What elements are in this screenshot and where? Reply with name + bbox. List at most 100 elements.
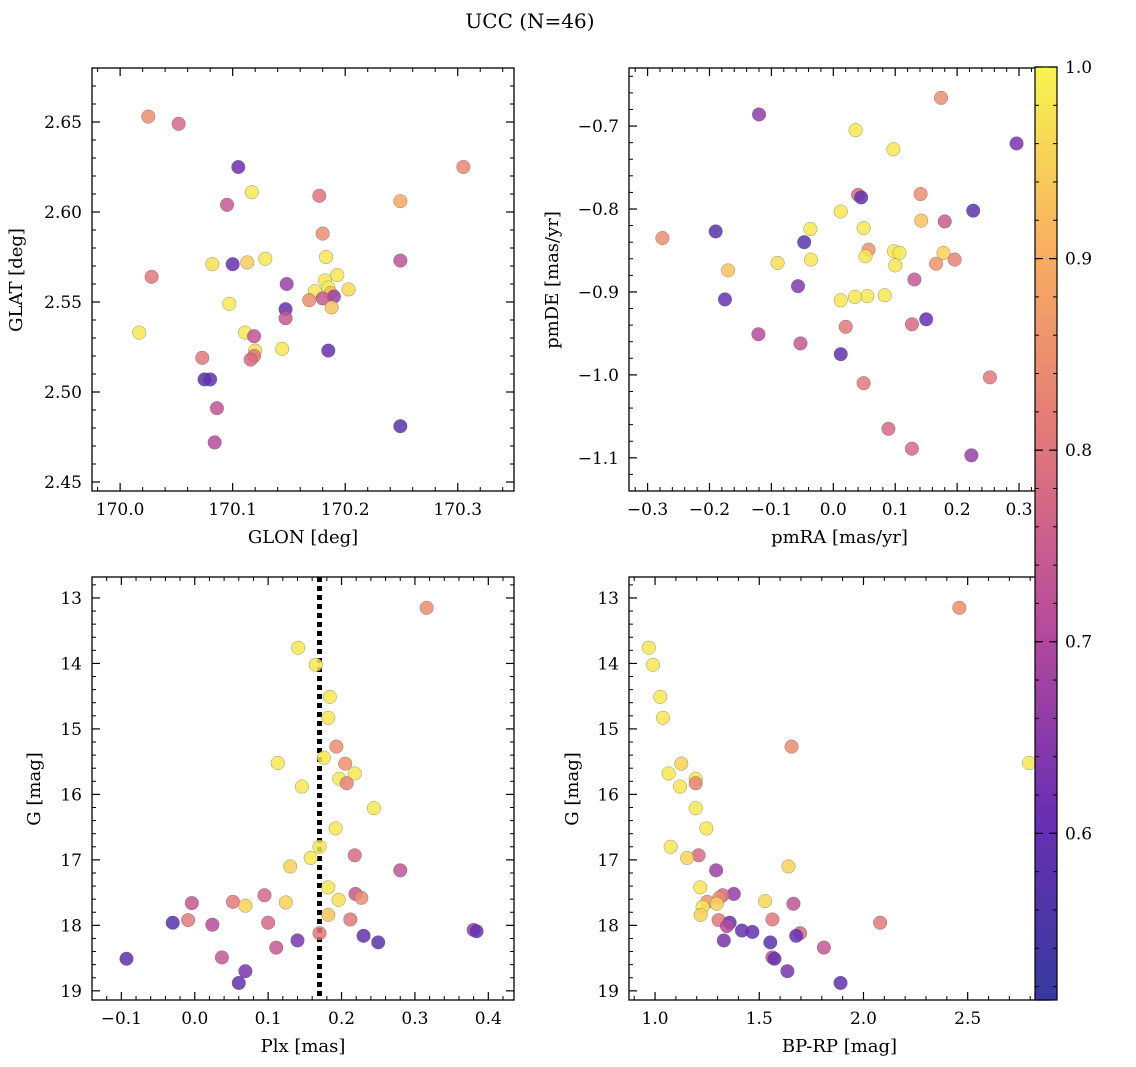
y-tick-label: −1.1 bbox=[578, 449, 619, 469]
panel-plx-g: −0.1 0.0 0.1 0.2 0.3 0.4 13 14 15 16 17 18 19 Plx [ma… bbox=[24, 576, 515, 1057]
y-axis-label: G [mag] bbox=[562, 752, 583, 825]
data-point bbox=[856, 221, 871, 236]
data-point bbox=[661, 766, 676, 781]
data-point bbox=[929, 256, 944, 271]
data-point bbox=[312, 188, 327, 203]
data-point bbox=[947, 252, 962, 267]
panel-pmra-pmde: −0.3 −0.2 −0.1 0.0 0.1 0.2 0.3 −1.1 −1.0 −0.9 −0.8… bbox=[542, 67, 1051, 548]
y-tick-label: 2.65 bbox=[44, 113, 82, 133]
data-point bbox=[203, 372, 218, 387]
data-point bbox=[238, 964, 253, 979]
data-point bbox=[933, 90, 949, 105]
data-point bbox=[904, 441, 919, 456]
data-point bbox=[914, 213, 929, 228]
data-point bbox=[258, 251, 273, 266]
y-axis-label: pmDE [mas/yr] bbox=[542, 211, 563, 349]
data-point bbox=[393, 253, 408, 268]
data-point bbox=[966, 203, 981, 218]
data-point bbox=[324, 300, 339, 315]
y-tick-label: 17 bbox=[597, 851, 619, 871]
data-point bbox=[205, 257, 220, 272]
data-point bbox=[892, 245, 907, 261]
data-point bbox=[745, 924, 760, 939]
data-point bbox=[709, 896, 724, 911]
x-tick-label: 170.3 bbox=[433, 500, 482, 520]
data-point bbox=[784, 739, 799, 754]
data-point bbox=[321, 880, 336, 895]
data-point bbox=[244, 185, 259, 200]
data-point bbox=[803, 221, 818, 236]
data-point bbox=[767, 951, 782, 966]
x-axis-label: GLON [deg] bbox=[248, 527, 358, 548]
x-tick-label: 0.2 bbox=[944, 500, 971, 520]
data-point bbox=[721, 263, 736, 278]
data-point bbox=[765, 912, 780, 927]
y-tick-label: 19 bbox=[60, 982, 82, 1002]
x-tick-label: 0.2 bbox=[328, 1009, 355, 1029]
data-point bbox=[240, 255, 255, 270]
data-point bbox=[674, 756, 689, 771]
data-point bbox=[338, 756, 353, 771]
data-point bbox=[209, 401, 224, 416]
data-point bbox=[246, 329, 262, 344]
y-tick-label: 16 bbox=[597, 785, 619, 805]
data-point bbox=[341, 282, 356, 297]
data-point bbox=[693, 907, 708, 922]
data-point bbox=[717, 292, 733, 307]
data-point bbox=[833, 347, 848, 362]
data-point bbox=[781, 859, 796, 874]
data-point bbox=[181, 913, 196, 928]
data-point bbox=[673, 779, 688, 794]
y-tick-label: 2.55 bbox=[44, 293, 82, 313]
data-point bbox=[848, 123, 863, 138]
data-point bbox=[1022, 755, 1037, 771]
data-point bbox=[858, 249, 873, 264]
y-tick-label: 18 bbox=[597, 916, 619, 936]
data-point bbox=[283, 859, 298, 874]
y-tick-label: −0.9 bbox=[578, 283, 619, 303]
data-point bbox=[347, 848, 362, 863]
colorbar-tick-label: 0.9 bbox=[1065, 250, 1092, 270]
data-point bbox=[321, 907, 336, 922]
data-point bbox=[833, 293, 848, 308]
data-point bbox=[469, 924, 484, 939]
data-point bbox=[205, 917, 220, 932]
data-point bbox=[257, 888, 272, 903]
x-axis-label: pmRA [mas/yr] bbox=[771, 527, 908, 548]
data-point bbox=[1009, 136, 1024, 151]
data-point bbox=[275, 341, 290, 356]
x-tick-label: 2.0 bbox=[850, 1009, 877, 1029]
data-point bbox=[751, 327, 766, 342]
y-tick-label: 2.45 bbox=[44, 473, 82, 493]
data-point bbox=[688, 801, 703, 816]
data-point bbox=[751, 107, 767, 122]
colorbar-tick-label: 0.8 bbox=[1065, 441, 1092, 461]
data-point bbox=[952, 600, 967, 615]
data-point bbox=[693, 880, 708, 895]
x-tick-label: −0.1 bbox=[101, 1009, 142, 1029]
data-point bbox=[165, 915, 180, 930]
data-point bbox=[243, 352, 258, 367]
data-point bbox=[294, 779, 309, 794]
data-point bbox=[231, 159, 246, 175]
y-tick-label: 2.50 bbox=[44, 383, 82, 403]
data-point bbox=[816, 940, 831, 955]
data-point bbox=[770, 255, 785, 270]
x-tick-label: −0.2 bbox=[689, 500, 730, 520]
data-point bbox=[763, 935, 778, 950]
data-point bbox=[847, 289, 863, 304]
data-point bbox=[936, 245, 951, 261]
data-point bbox=[354, 890, 369, 905]
colorbar-tick-label: 1.0 bbox=[1065, 58, 1092, 78]
data-point bbox=[339, 776, 354, 791]
data-point bbox=[222, 296, 237, 311]
colorbar: 0.6 0.7 0.8 0.9 1.0 bbox=[1034, 58, 1092, 1001]
data-point bbox=[699, 821, 714, 836]
data-point bbox=[838, 319, 853, 334]
x-tick-label: −0.1 bbox=[751, 500, 792, 520]
data-point bbox=[207, 435, 222, 450]
data-point bbox=[786, 896, 801, 911]
data-point bbox=[873, 915, 888, 930]
data-point bbox=[312, 839, 327, 854]
